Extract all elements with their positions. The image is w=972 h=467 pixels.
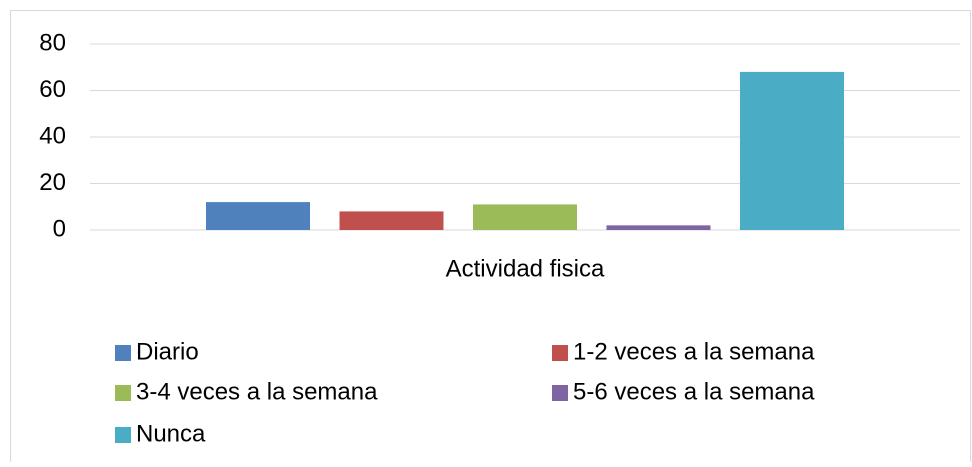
legend-label: 1-2 veces a la semana: [573, 338, 815, 365]
y-tick-label: 0: [53, 215, 66, 242]
legend-label: Nunca: [136, 420, 206, 447]
legend-label: Diario: [136, 338, 199, 365]
y-tick-label: 40: [39, 122, 66, 149]
legend-swatch: [552, 345, 568, 361]
bar: [740, 71, 844, 231]
y-tick-label: 60: [39, 76, 66, 103]
legend-label: 5-6 veces a la semana: [573, 378, 815, 405]
x-tick-label: Actividad fisica: [446, 255, 605, 282]
bar: [606, 225, 711, 230]
y-tick-label: 20: [39, 169, 66, 196]
legend-swatch: [115, 427, 131, 443]
legend-label: 3-4 veces a la semana: [136, 378, 378, 405]
bar: [339, 211, 444, 230]
legend-swatch: [115, 385, 131, 401]
legend-swatch: [552, 385, 568, 401]
legend-swatch: [115, 345, 131, 361]
y-tick-label: 80: [39, 29, 66, 56]
bar: [206, 202, 310, 230]
bar: [473, 204, 577, 230]
